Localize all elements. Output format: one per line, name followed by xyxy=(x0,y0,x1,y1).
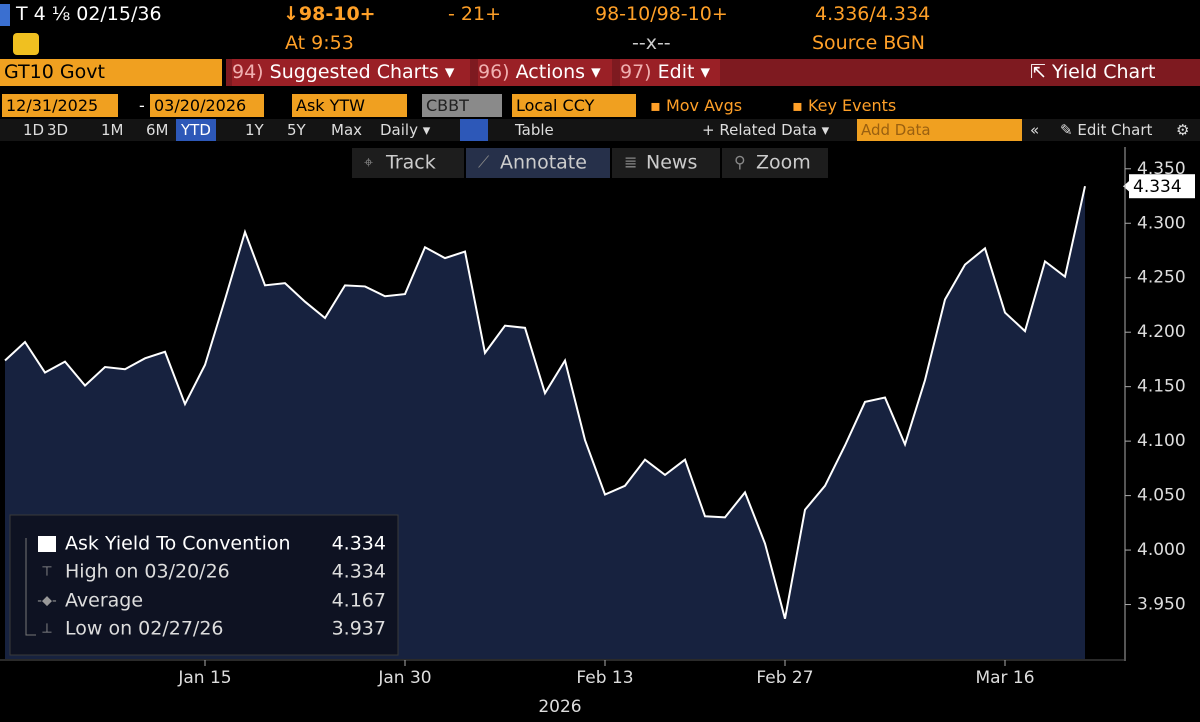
currency[interactable]: Local CCY xyxy=(512,94,636,117)
y-tick-label: 4.300 xyxy=(1137,213,1186,233)
x-tick-label: Feb 13 xyxy=(576,668,633,688)
last-value: 4.334 xyxy=(1133,177,1182,197)
y-tick-label: 4.200 xyxy=(1137,322,1186,342)
yield-bid-ask: 4.336/4.334 xyxy=(815,3,931,25)
line xyxy=(4,186,1086,619)
stat-value: 4.334 xyxy=(332,561,386,583)
legend xyxy=(9,514,399,656)
stat-icon: ⊥ xyxy=(41,622,52,637)
label: Suggested Charts ▾ xyxy=(269,61,455,83)
stat-label: High on 03/20/26 xyxy=(65,561,230,583)
stat-label: Low on 02/27/26 xyxy=(65,618,224,640)
label: Edit ▾ xyxy=(657,61,711,83)
stat-value: 4.167 xyxy=(332,590,386,612)
security: T 4 ⅛ 02/15/36 xyxy=(16,3,162,25)
tool-icon: ⚲ xyxy=(734,153,746,172)
label: Key Events xyxy=(807,96,897,115)
tool-icon: ⌖ xyxy=(364,153,373,172)
add-data[interactable]: Add Data xyxy=(857,119,1022,141)
legend-value: 4.334 xyxy=(332,533,386,555)
tool-button[interactable] xyxy=(722,148,828,178)
chart-toggle[interactable] xyxy=(460,119,488,141)
label: Actions ▾ xyxy=(515,61,601,83)
icon[interactable] xyxy=(13,33,39,55)
end-date[interactable]: 03/20/2026 xyxy=(150,94,264,117)
window-title: ⇱ Yield Chart xyxy=(1030,61,1156,83)
time: At 9:53 xyxy=(285,32,354,54)
y-tick-label: 4.350 xyxy=(1137,159,1186,179)
x-tick-label: Mar 16 xyxy=(975,668,1034,688)
y-tick-label: 4.050 xyxy=(1137,486,1186,506)
code: 94) xyxy=(232,61,264,83)
table[interactable]: Table xyxy=(515,121,554,139)
tool-label: Zoom xyxy=(756,152,811,174)
stat-value: 3.937 xyxy=(332,618,386,640)
spread: --x-- xyxy=(632,32,671,54)
code: 96) xyxy=(478,61,510,83)
period-button[interactable]: Max xyxy=(331,121,363,139)
frequency[interactable]: Daily ▾ xyxy=(380,121,431,139)
x-axis-label: 2026 xyxy=(538,697,581,717)
menu-item[interactable]: 96) Actions ▾ xyxy=(478,59,612,86)
label: Edit Chart xyxy=(1077,121,1153,139)
x-tick-label: Feb 27 xyxy=(756,668,813,688)
tag-pointer xyxy=(1123,180,1130,193)
period-button[interactable]: YTD xyxy=(176,119,216,141)
tool-button[interactable] xyxy=(466,148,610,178)
stat-icon: ⊤ xyxy=(41,565,52,580)
legend-tree xyxy=(25,538,36,636)
period-button[interactable]: 1D xyxy=(23,121,45,139)
last-value-tag xyxy=(1129,174,1195,199)
y-tick-label: 3.950 xyxy=(1137,595,1186,615)
x-tick-label: Jan 15 xyxy=(177,668,231,688)
label: Mov Avgs xyxy=(665,96,743,115)
menu-item[interactable]: 94) Suggested Charts ▾ xyxy=(232,59,470,86)
edit-chart[interactable]: ✎ Edit Chart xyxy=(1060,121,1153,139)
legend-swatch xyxy=(38,536,56,552)
tool-label: Track xyxy=(385,152,436,174)
x-tick-label: Jan 30 xyxy=(377,668,431,688)
related[interactable]: + Related Data ▾ xyxy=(702,121,830,139)
y-tick-label: 4.250 xyxy=(1137,268,1186,288)
price: ↓98-10+ xyxy=(283,3,376,25)
legend-label: Ask Yield To Convention xyxy=(65,533,291,555)
period-button[interactable]: 1Y xyxy=(245,121,264,139)
ticker[interactable]: GT10 Govt xyxy=(0,59,222,86)
period-button[interactable]: 1M xyxy=(101,121,124,139)
code: 97) xyxy=(620,61,652,83)
field[interactable]: Ask YTW xyxy=(292,94,407,117)
tool-button[interactable] xyxy=(612,148,720,178)
y-tick-label: 4.150 xyxy=(1137,377,1186,397)
chart: 4.334 3.950 4.000 4.050 4.100 4.150 4.200 4.250… xyxy=(0,147,1195,717)
stat-icon: -◆- xyxy=(37,594,57,609)
tool-label: News xyxy=(646,152,697,174)
tool-button[interactable] xyxy=(352,148,464,178)
pricing-source[interactable]: CBBT xyxy=(422,94,502,117)
stat-label: Average xyxy=(65,590,143,612)
y-tick-label: 4.100 xyxy=(1137,431,1186,451)
settings[interactable]: ⚙ xyxy=(1176,121,1190,139)
toggle[interactable]: ▪ Key Events xyxy=(792,96,897,115)
tool-icon: ⟋ xyxy=(478,153,490,172)
tool-label: Annotate xyxy=(500,152,587,174)
separator: - xyxy=(139,96,145,115)
tool-icon: ≣ xyxy=(624,153,637,172)
menu-item[interactable]: 97) Edit ▾ xyxy=(620,59,720,86)
y-tick-label: 4.000 xyxy=(1137,540,1186,560)
collapse[interactable]: « xyxy=(1030,121,1040,139)
toggle[interactable]: ▪ Mov Avgs xyxy=(650,96,743,115)
start-date[interactable]: 12/31/2025 xyxy=(2,94,118,117)
bid-ask: 98-10/98-10+ xyxy=(595,3,728,25)
title: Yield Chart xyxy=(1051,61,1156,83)
period-button[interactable]: 6M xyxy=(146,121,169,139)
period-button[interactable]: 3D xyxy=(47,121,69,139)
period-button[interactable]: 5Y xyxy=(287,121,306,139)
source: Source BGN xyxy=(812,32,925,54)
change: - 21+ xyxy=(448,3,501,25)
flag xyxy=(0,4,10,26)
